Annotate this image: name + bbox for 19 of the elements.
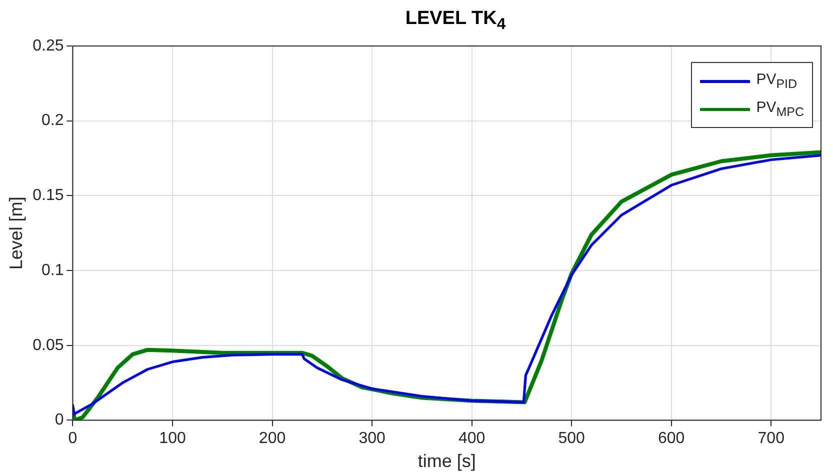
x-tick-label: 0 [68,430,78,448]
y-axis-title: Level [m] [6,196,26,270]
x-axis-title: time [s] [418,451,476,472]
x-tick-label: 200 [258,430,286,448]
legend-label: PV$_{MPC}$ [756,99,804,119]
chart-title: LEVEL TK$_{4}$ [404,8,507,34]
legend-label: PV$_{PID}$ [756,71,798,91]
y-tick-label: 0.1 [41,262,64,279]
y-tick-label: 0.2 [41,112,64,130]
y-tick-label: 0.05 [32,336,64,354]
x-tick-label: 700 [758,430,785,448]
x-tick-label: 400 [458,430,486,448]
x-tick-label: 600 [658,430,685,448]
x-tick-label: 300 [358,430,386,448]
x-tick-label: 500 [558,430,586,448]
y-tick-label: 0.15 [32,187,64,204]
y-tick-label: 0.25 [32,37,64,54]
x-tick-label: 100 [159,430,186,448]
y-tick-label: 0 [54,412,64,429]
